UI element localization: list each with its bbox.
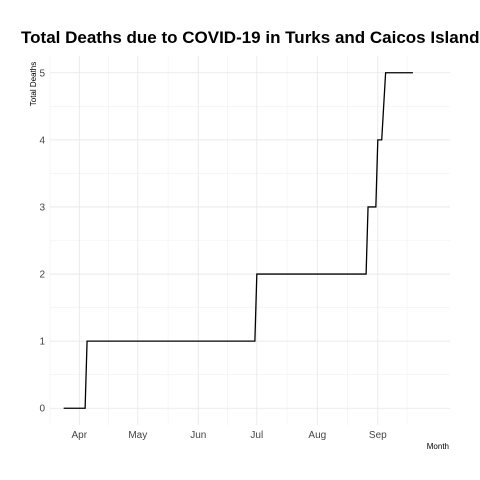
x-tick-label: May (128, 430, 147, 441)
chart-title: Total Deaths due to COVID-19 in Turks an… (21, 28, 480, 47)
y-tick-label: 3 (39, 202, 45, 213)
x-axis-ticks: Apr May Jun Jul Aug Sep (71, 430, 387, 441)
x-tick-label: Jun (190, 430, 206, 441)
series-line (63, 72, 413, 409)
y-tick-label: 0 (39, 404, 45, 415)
y-axis-label: Total Deaths (29, 62, 38, 106)
x-tick-label: Jul (250, 430, 263, 441)
series-layer (63, 72, 413, 409)
minor-gridlines (49, 56, 450, 425)
y-axis-ticks: 0 1 2 3 4 5 (39, 68, 45, 414)
y-tick-label: 5 (39, 68, 45, 79)
x-tick-label: Sep (369, 430, 387, 441)
y-tick-label: 2 (39, 270, 45, 281)
y-tick-label: 4 (39, 135, 45, 146)
x-tick-label: Aug (308, 430, 326, 441)
y-tick-label: 1 (39, 337, 45, 348)
x-tick-label: Apr (71, 430, 87, 441)
x-axis-label: Month (427, 442, 449, 451)
